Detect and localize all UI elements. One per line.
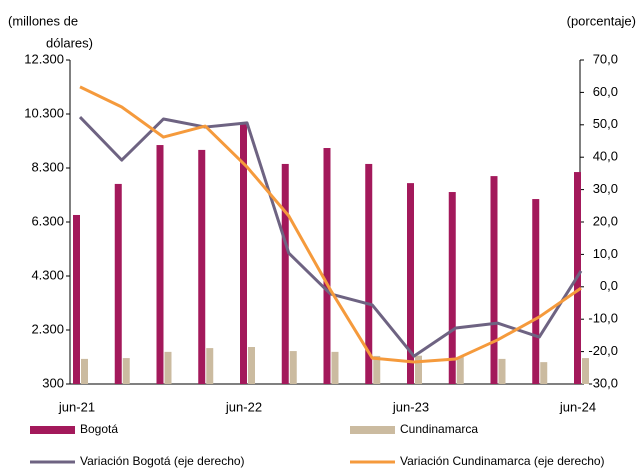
x-tick-label: jun-24 — [559, 399, 596, 414]
bar — [331, 351, 339, 384]
y-tick-label: 4.300 — [31, 267, 64, 282]
y2-tick-label: 60,0 — [593, 84, 618, 99]
bar — [456, 357, 464, 384]
y2-tick-label: 40,0 — [593, 149, 618, 164]
bar — [281, 163, 289, 384]
x-tick-label: jun-22 — [225, 399, 262, 414]
y-tick-label: 2.300 — [31, 321, 64, 336]
bar — [532, 199, 540, 384]
bar — [73, 214, 80, 384]
bar — [206, 348, 214, 384]
bar — [240, 123, 247, 385]
y-tick-label: 8.300 — [31, 159, 64, 174]
y2-axis-label: (porcentaje) — [567, 13, 636, 28]
bar — [373, 355, 381, 384]
legend-label: Variación Cundinamarca (eje derecho) — [400, 454, 605, 468]
y2-tick-label: -30,0 — [588, 375, 618, 390]
y2-tick-label: 0,0 — [600, 278, 618, 293]
legend-swatch — [350, 426, 395, 434]
bar — [198, 149, 206, 384]
y2-tick-label: -20,0 — [588, 343, 618, 358]
y-tick-label: 6.300 — [31, 213, 64, 228]
legend-label: Cundinamarca — [400, 422, 478, 436]
bar — [81, 358, 88, 384]
y2-tick-label: 30,0 — [593, 181, 618, 196]
x-tick-label: jun-21 — [58, 399, 95, 414]
bar — [407, 183, 414, 384]
bar — [114, 183, 122, 384]
bar — [248, 347, 255, 384]
y-axis-label: dólares) — [46, 35, 93, 50]
y-tick-label: 12.300 — [24, 51, 64, 66]
bar — [164, 351, 172, 384]
bar — [415, 355, 422, 384]
legend-label: Variación Bogotá (eje derecho) — [80, 454, 245, 468]
bar — [289, 351, 297, 384]
bar — [582, 358, 589, 384]
bar — [490, 176, 498, 384]
bar — [498, 358, 506, 384]
y2-tick-label: 10,0 — [593, 246, 618, 261]
y2-tick-label: 50,0 — [593, 116, 618, 131]
bar — [122, 358, 130, 384]
y2-tick-label: 20,0 — [593, 213, 618, 228]
bar — [323, 148, 331, 384]
x-tick-label: jun-23 — [392, 399, 429, 414]
bar — [156, 145, 164, 384]
bar — [365, 163, 373, 384]
y2-tick-label: 70,0 — [593, 51, 618, 66]
legend-swatch — [30, 426, 75, 434]
legend-label: Bogotá — [80, 422, 118, 436]
y2-tick-label: -10,0 — [588, 311, 618, 326]
line — [78, 115, 583, 358]
bar — [448, 192, 456, 384]
y-axis-label: (millones de — [8, 13, 78, 28]
line — [79, 85, 582, 364]
y-tick-label: 300 — [42, 375, 64, 390]
bar — [540, 362, 548, 384]
y-tick-label: 10.300 — [24, 105, 64, 120]
